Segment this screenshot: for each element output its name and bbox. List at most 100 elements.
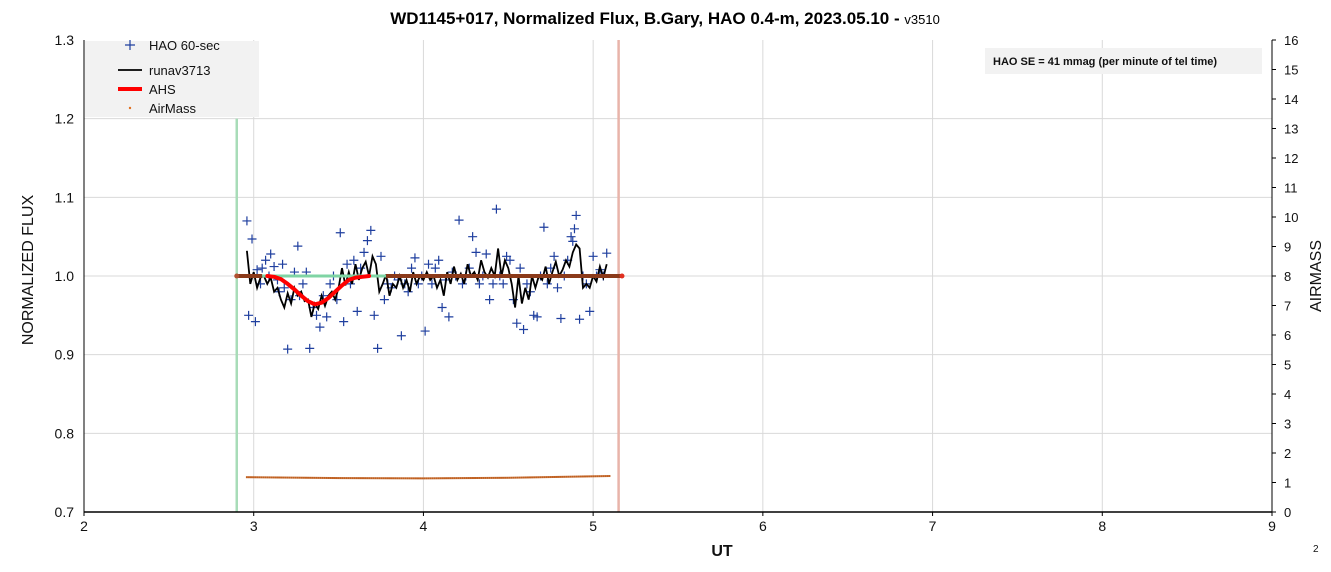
airmass-point (298, 476, 301, 479)
legend-label-runav: runav3713 (149, 63, 210, 78)
flux-point (515, 263, 525, 273)
airmass-point (435, 477, 438, 480)
airmass-point (504, 476, 507, 479)
x-tick-label: 2 (80, 518, 88, 534)
airmass-point (539, 476, 542, 479)
airmass-point (563, 475, 566, 478)
y2-axis-title: AIRMASS (1308, 240, 1325, 312)
airmass-point (459, 477, 462, 480)
airmass-point (577, 475, 580, 478)
airmass-point (520, 476, 523, 479)
flux-point (366, 225, 376, 235)
flux-point (602, 248, 612, 258)
legend-label-flux: HAO 60-sec (149, 38, 220, 53)
airmass-point (416, 477, 419, 480)
legend-label-ahs: AHS (149, 82, 176, 97)
airmass-point (508, 476, 511, 479)
flux-point (430, 263, 440, 273)
airmass-point (590, 475, 593, 478)
airmass-point (368, 477, 371, 480)
baseline-start-dot (234, 273, 240, 279)
airmass-point (382, 477, 385, 480)
airmass-point (429, 477, 432, 480)
airmass-point (331, 477, 334, 480)
airmass-point (486, 476, 489, 479)
flux-point (569, 224, 579, 234)
airmass-point (345, 477, 348, 480)
airmass-point (557, 475, 560, 478)
airmass-point (457, 477, 460, 480)
airmass-point (439, 477, 442, 480)
airmass-point (484, 476, 487, 479)
flux-point (454, 215, 464, 225)
flux-point (568, 236, 578, 246)
airmass-point (447, 477, 450, 480)
airmass-point (559, 475, 562, 478)
airmass-point (588, 475, 591, 478)
airmass-point (573, 475, 576, 478)
airmass-point (490, 476, 493, 479)
flux-point (444, 312, 454, 322)
flux-point (261, 255, 271, 265)
airmass-point (529, 476, 532, 479)
flux-point (519, 324, 529, 334)
airmass-point (463, 477, 466, 480)
flux-point (293, 241, 303, 251)
x-tick-label: 7 (929, 518, 937, 534)
airmass-point (437, 477, 440, 480)
airmass-point (390, 477, 393, 480)
airmass-point (386, 477, 389, 480)
y2-tick-label: 12 (1284, 151, 1298, 166)
airmass-point (571, 475, 574, 478)
airmass-point (443, 477, 446, 480)
flux-point (325, 279, 335, 289)
corner-label: 2 (1313, 544, 1319, 555)
airmass-point (290, 476, 293, 479)
y2-tick-label: 16 (1284, 33, 1298, 48)
airmass-point (594, 475, 597, 478)
airmass-point (502, 476, 505, 479)
airmass-point (408, 477, 411, 480)
airmass-point (455, 477, 458, 480)
airmass-point (541, 476, 544, 479)
airmass-point (347, 477, 350, 480)
legend-item-flux: HAO 60-sec (125, 38, 220, 53)
y2-tick-label: 2 (1284, 446, 1291, 461)
airmass-point (592, 475, 595, 478)
airmass-point (451, 477, 454, 480)
y-tick-label: 1.3 (55, 32, 75, 48)
airmass-point (404, 477, 407, 480)
airmass-point (307, 476, 310, 479)
ahs-line (265, 274, 372, 307)
airmass-point (252, 476, 255, 479)
airmass-point (333, 477, 336, 480)
flux-point (250, 317, 260, 327)
airmass-point (402, 477, 405, 480)
airmass-point (392, 477, 395, 480)
airmass-point (364, 477, 367, 480)
airmass-point (461, 477, 464, 480)
flux-point (434, 255, 444, 265)
airmass-point (543, 476, 546, 479)
flux-point (252, 265, 262, 275)
airmass-point (526, 476, 529, 479)
chart-title: WD1145+017, Normalized Flux, B.Gary, HAO… (390, 9, 940, 28)
flux-point (352, 306, 362, 316)
flux-point (305, 343, 315, 353)
flux-point (312, 310, 322, 320)
flux-point (257, 263, 267, 273)
flux-series (242, 204, 612, 354)
flux-point (247, 234, 257, 244)
airmass-point (266, 476, 269, 479)
airmass-point (376, 477, 379, 480)
airmass-point (396, 477, 399, 480)
airmass-point (296, 476, 299, 479)
airmass-point (254, 476, 257, 479)
legend-item-ahs: AHS (118, 82, 176, 97)
airmass-point (510, 476, 513, 479)
annotation-text: HAO SE = 41 mmag (per minute of tel time… (993, 56, 1217, 68)
airmass-point (309, 476, 312, 479)
flux-point (505, 255, 515, 265)
flux-point (549, 251, 559, 261)
flux-point (269, 262, 279, 272)
